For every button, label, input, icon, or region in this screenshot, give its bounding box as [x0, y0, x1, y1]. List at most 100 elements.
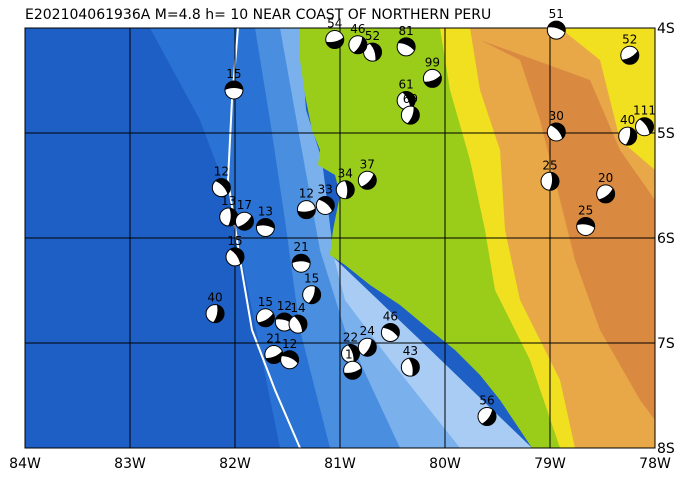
focal-mechanism [357, 337, 377, 357]
focal-mechanism [335, 180, 355, 200]
y-tick-label: 6S [657, 231, 675, 247]
y-tick-label: 5S [657, 126, 675, 142]
depth-label: 56 [479, 394, 494, 408]
focal-mechanism [280, 350, 300, 370]
depth-label: 40 [207, 291, 222, 305]
depth-label: 25 [578, 203, 593, 217]
focal-mechanism [224, 80, 244, 100]
depth-label: 17 [237, 198, 252, 212]
focal-mechanism [400, 357, 420, 377]
compressional-quadrant [224, 80, 243, 90]
focal-mechanism [546, 20, 566, 40]
focal-mechanism [225, 247, 245, 267]
focal-mechanism [255, 218, 275, 237]
focal-mechanism [291, 253, 311, 273]
depth-label: 40 [620, 113, 635, 127]
depth-label: 21 [266, 332, 281, 346]
x-tick-label: 83W [114, 456, 146, 472]
depth-label: 69 [403, 92, 418, 106]
focal-mechanism [620, 45, 640, 65]
depth-label: 30 [549, 109, 564, 123]
compressional-quadrant [622, 50, 639, 65]
focal-mechanism [635, 117, 654, 137]
depth-label: 54 [327, 17, 342, 31]
compressional-quadrant [229, 247, 244, 265]
focal-mechanism [400, 105, 420, 125]
focal-mechanism [234, 211, 254, 231]
x-tick-label: 80W [429, 456, 461, 472]
depth-label: 61 [399, 77, 414, 91]
focal-mechanism [255, 308, 275, 328]
compressional-quadrant [397, 37, 416, 51]
compressional-quadrant [550, 122, 566, 139]
focal-mechanism [540, 171, 560, 191]
compressional-quadrant [549, 172, 559, 191]
focal-mechanism [302, 285, 322, 305]
compressional-quadrant [576, 217, 595, 228]
compressional-quadrant [257, 313, 275, 327]
compressional-quadrant [293, 315, 307, 333]
compressional-quadrant [369, 43, 382, 61]
depth-label: 25 [542, 158, 557, 172]
compressional-quadrant [343, 367, 362, 380]
depth-label: 34 [338, 167, 353, 181]
depth-label: 22 [343, 331, 358, 345]
depth-label: 20 [598, 171, 613, 185]
depth-label: 13 [258, 205, 273, 219]
compressional-quadrant [318, 196, 335, 212]
compressional-quadrant [598, 188, 615, 203]
ocean-shelf [334, 258, 532, 448]
compressional-quadrant [297, 208, 316, 219]
depth-label: 111 [633, 104, 656, 118]
depth-label: 43 [403, 344, 418, 358]
focal-mechanism [219, 207, 239, 227]
compressional-quadrant [281, 350, 299, 364]
depth-label: 99 [425, 55, 440, 69]
depth-label: 14 [290, 301, 305, 315]
focal-mechanism [477, 407, 497, 426]
focal-mechanism [363, 42, 383, 62]
compressional-quadrant [256, 218, 275, 229]
focal-mechanism [343, 360, 363, 380]
focal-mechanism [618, 126, 638, 146]
depth-label: 13 [221, 194, 236, 208]
focal-mechanism [211, 178, 231, 198]
focal-mechanism [205, 304, 225, 324]
depth-label: 52 [365, 29, 380, 43]
focal-mechanism [396, 90, 416, 110]
depth-label: 81 [399, 24, 414, 38]
depth-label: 46 [350, 22, 365, 36]
compressional-quadrant [361, 173, 377, 190]
depth-label: 24 [360, 324, 375, 338]
y-tick-label: 7S [657, 336, 675, 352]
compressional-quadrant [237, 215, 254, 231]
depth-label: 15 [226, 67, 241, 81]
compressional-quadrant [215, 178, 231, 195]
compressional-quadrant [363, 339, 377, 357]
depth-label: 15 [304, 272, 319, 286]
y-tick-label: 4S [657, 21, 675, 37]
depth-label: 12 [282, 337, 297, 351]
compressional-quadrant [408, 358, 420, 376]
focal-mechanism [396, 37, 416, 57]
focal-mechanism [546, 122, 566, 142]
compressional-quadrant [402, 91, 416, 109]
compressional-quadrant [308, 286, 321, 304]
depth-label: 33 [318, 182, 333, 196]
depth-label: 46 [383, 310, 398, 324]
depth-label: 12 [299, 187, 314, 201]
depth-label: 21 [294, 240, 309, 254]
x-tick-label: 79W [534, 456, 566, 472]
focal-mechanism [348, 35, 368, 55]
map-title: E202104061936A M=4.8 h= 10 NEAR COAST OF… [25, 7, 491, 23]
x-tick-label: 82W [219, 456, 251, 472]
depth-label: 12 [277, 299, 292, 313]
compressional-quadrant [382, 323, 400, 338]
y-tick-label: 8S [657, 441, 675, 457]
compressional-quadrant [347, 344, 360, 363]
depth-label: 15 [258, 295, 273, 309]
focal-mechanism [422, 68, 442, 88]
focal-mechanism [264, 345, 284, 365]
focal-mechanism [325, 30, 345, 50]
depth-label: 37 [360, 157, 375, 171]
